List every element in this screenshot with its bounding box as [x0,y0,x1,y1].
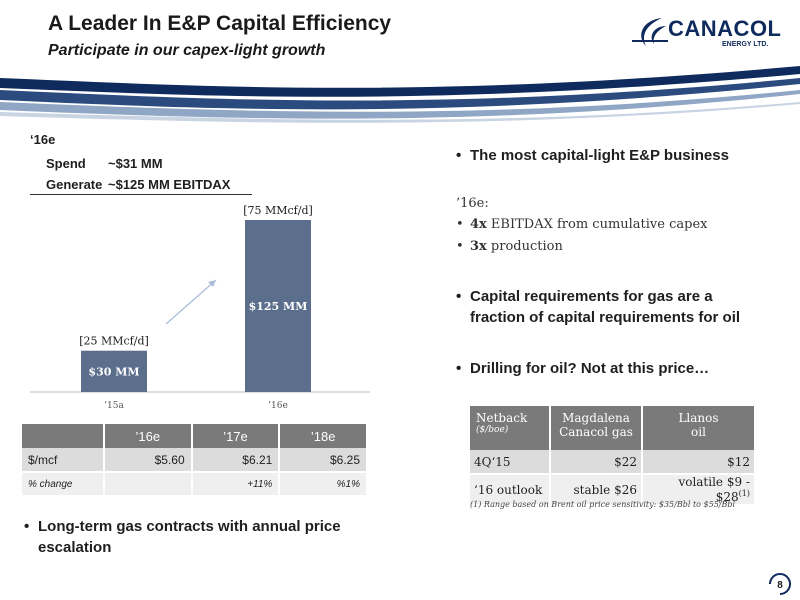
logo-mark-icon [632,18,668,46]
table-cell: +11% [191,472,281,497]
table-row: 4Q‘15 $22 $12 [470,450,756,475]
sub-bullet-text: EBITDAX from cumulative capex [486,217,708,232]
header-line: oil [691,425,706,439]
gas-price-table: ’16e ’17e ’18e $/mcf $5.60 $6.21 $6.25 %… [22,424,368,497]
spend-value: ~$31 MM [108,156,163,171]
sub-bullet-ebitdax: 4x EBITDAX from cumulative capex [456,217,708,232]
table-row: % change +11% %1% [22,472,368,497]
table-header-row: ’16e ’17e ’18e [22,424,368,448]
bullet-capital-light: The most capital-light E&P business [456,145,729,166]
bullet-long-term-contracts: Long-term gas contracts with annual pric… [24,516,341,558]
table-cell: $22 [550,450,643,475]
table-cell: $/mcf [22,448,105,473]
generate-row: Generate ~$125 MM EBITDAX [30,174,252,195]
sub-bullet-bold: 3x [470,239,487,254]
sub-bullet-text: production [486,239,563,254]
sub-intro: ’16e: [456,196,489,211]
table-cell: $6.21 [191,448,281,473]
growth-arrowhead-icon [208,280,216,287]
table-header-cell: ’18e [279,424,368,448]
table-header-cell [22,424,105,448]
chart-bar [81,350,147,392]
table-cell: $12 [642,450,756,475]
chart-bar-label: $30 MM [88,365,139,378]
logo-subtitle: ENERGY LTD. [722,41,769,48]
chart-annotation: [25 MMcf/d] [79,335,149,348]
generate-label: Generate [46,176,103,192]
netback-footnote: (1) Range based on Brent oil price sensi… [470,500,736,509]
header-unit: ($/boe) [476,425,509,435]
footnote-ref: (1) [738,489,750,498]
table-header-cell: ’17e [191,424,281,448]
table-cell: $5.60 [104,448,193,473]
chart-category-label: ’15a [104,401,124,411]
chart-bar [245,220,311,392]
llanos-header-cell: Llanos oil [642,406,756,450]
spend-label: Spend [46,156,86,171]
header-line: Canacol gas [559,425,633,439]
page-title: A Leader In E&P Capital Efficiency [48,12,392,35]
sub-bullet-bold: 4x [470,217,487,232]
netback-table: Netback ($/boe) Magdalena Canacol gas Ll… [470,406,756,506]
canacol-logo: CANACOL ENERGY LTD. [632,14,782,54]
generate-value: ~$125 MM EBITDAX [108,176,231,192]
chart-annotation: [75 MMcf/d] [243,204,313,217]
header-line: Magdalena [562,411,630,425]
table-row: $/mcf $5.60 $6.21 $6.25 [22,448,368,473]
page-number: 8 [777,580,783,591]
page-subtitle: Participate in our capex-light growth [48,42,326,59]
netback-header-cell: Netback ($/boe) [470,406,551,450]
table-cell: volatile $9 - $28(1) [642,474,756,506]
table-cell: % change [22,472,105,497]
capex-bar-chart: $30 MM [25 MMcf/d] ’15a $125 MM [75 MMcf/d] ’… [30,204,370,411]
spend-row: Spend ~$31 MM [30,153,252,174]
header-label: Netback [476,411,528,425]
table-cell: 4Q‘15 [470,450,551,475]
bullet-text-line: Capital requirements for gas are a [470,288,713,305]
spend-year: ‘16e [30,132,56,147]
table-cell [104,472,193,497]
table-cell: $6.25 [279,448,368,473]
chart-category-label: ’16e [268,401,288,411]
bullet-capital-requirements: Capital requirements for gas are a fract… [456,286,741,328]
table-header-cell: ’16e [104,424,193,448]
table-cell: %1% [279,472,368,497]
table-cell: stable $26 [550,474,643,506]
table-header-row: Netback ($/boe) Magdalena Canacol gas Ll… [470,406,756,450]
bullet-drilling-oil: Drilling for oil? Not at this price… [456,358,709,379]
page-number-badge: 8 [769,573,791,595]
cell-value: volatile $9 - $28 [678,475,750,504]
spend-summary: ‘16e Spend ~$31 MM Generate ~$125 MM EBI… [30,132,252,195]
bullet-text-line: escalation [38,539,112,556]
bullet-text-line: Long-term gas contracts with annual pric… [38,518,341,535]
table-row: ‘16 outlook stable $26 volatile $9 - $28… [470,474,756,506]
chart-bar-label: $125 MM [249,300,308,313]
magdalena-header-cell: Magdalena Canacol gas [550,406,643,450]
header-line: Llanos [678,411,719,425]
growth-arrow-icon [165,279,217,325]
table-cell: ‘16 outlook [470,474,551,506]
header-swoosh [0,66,800,123]
logo-name: CANACOL [668,16,782,41]
bullet-text-line: fraction of capital requirements for oil [470,309,741,326]
sub-bullet-production: 3x production [456,239,563,254]
